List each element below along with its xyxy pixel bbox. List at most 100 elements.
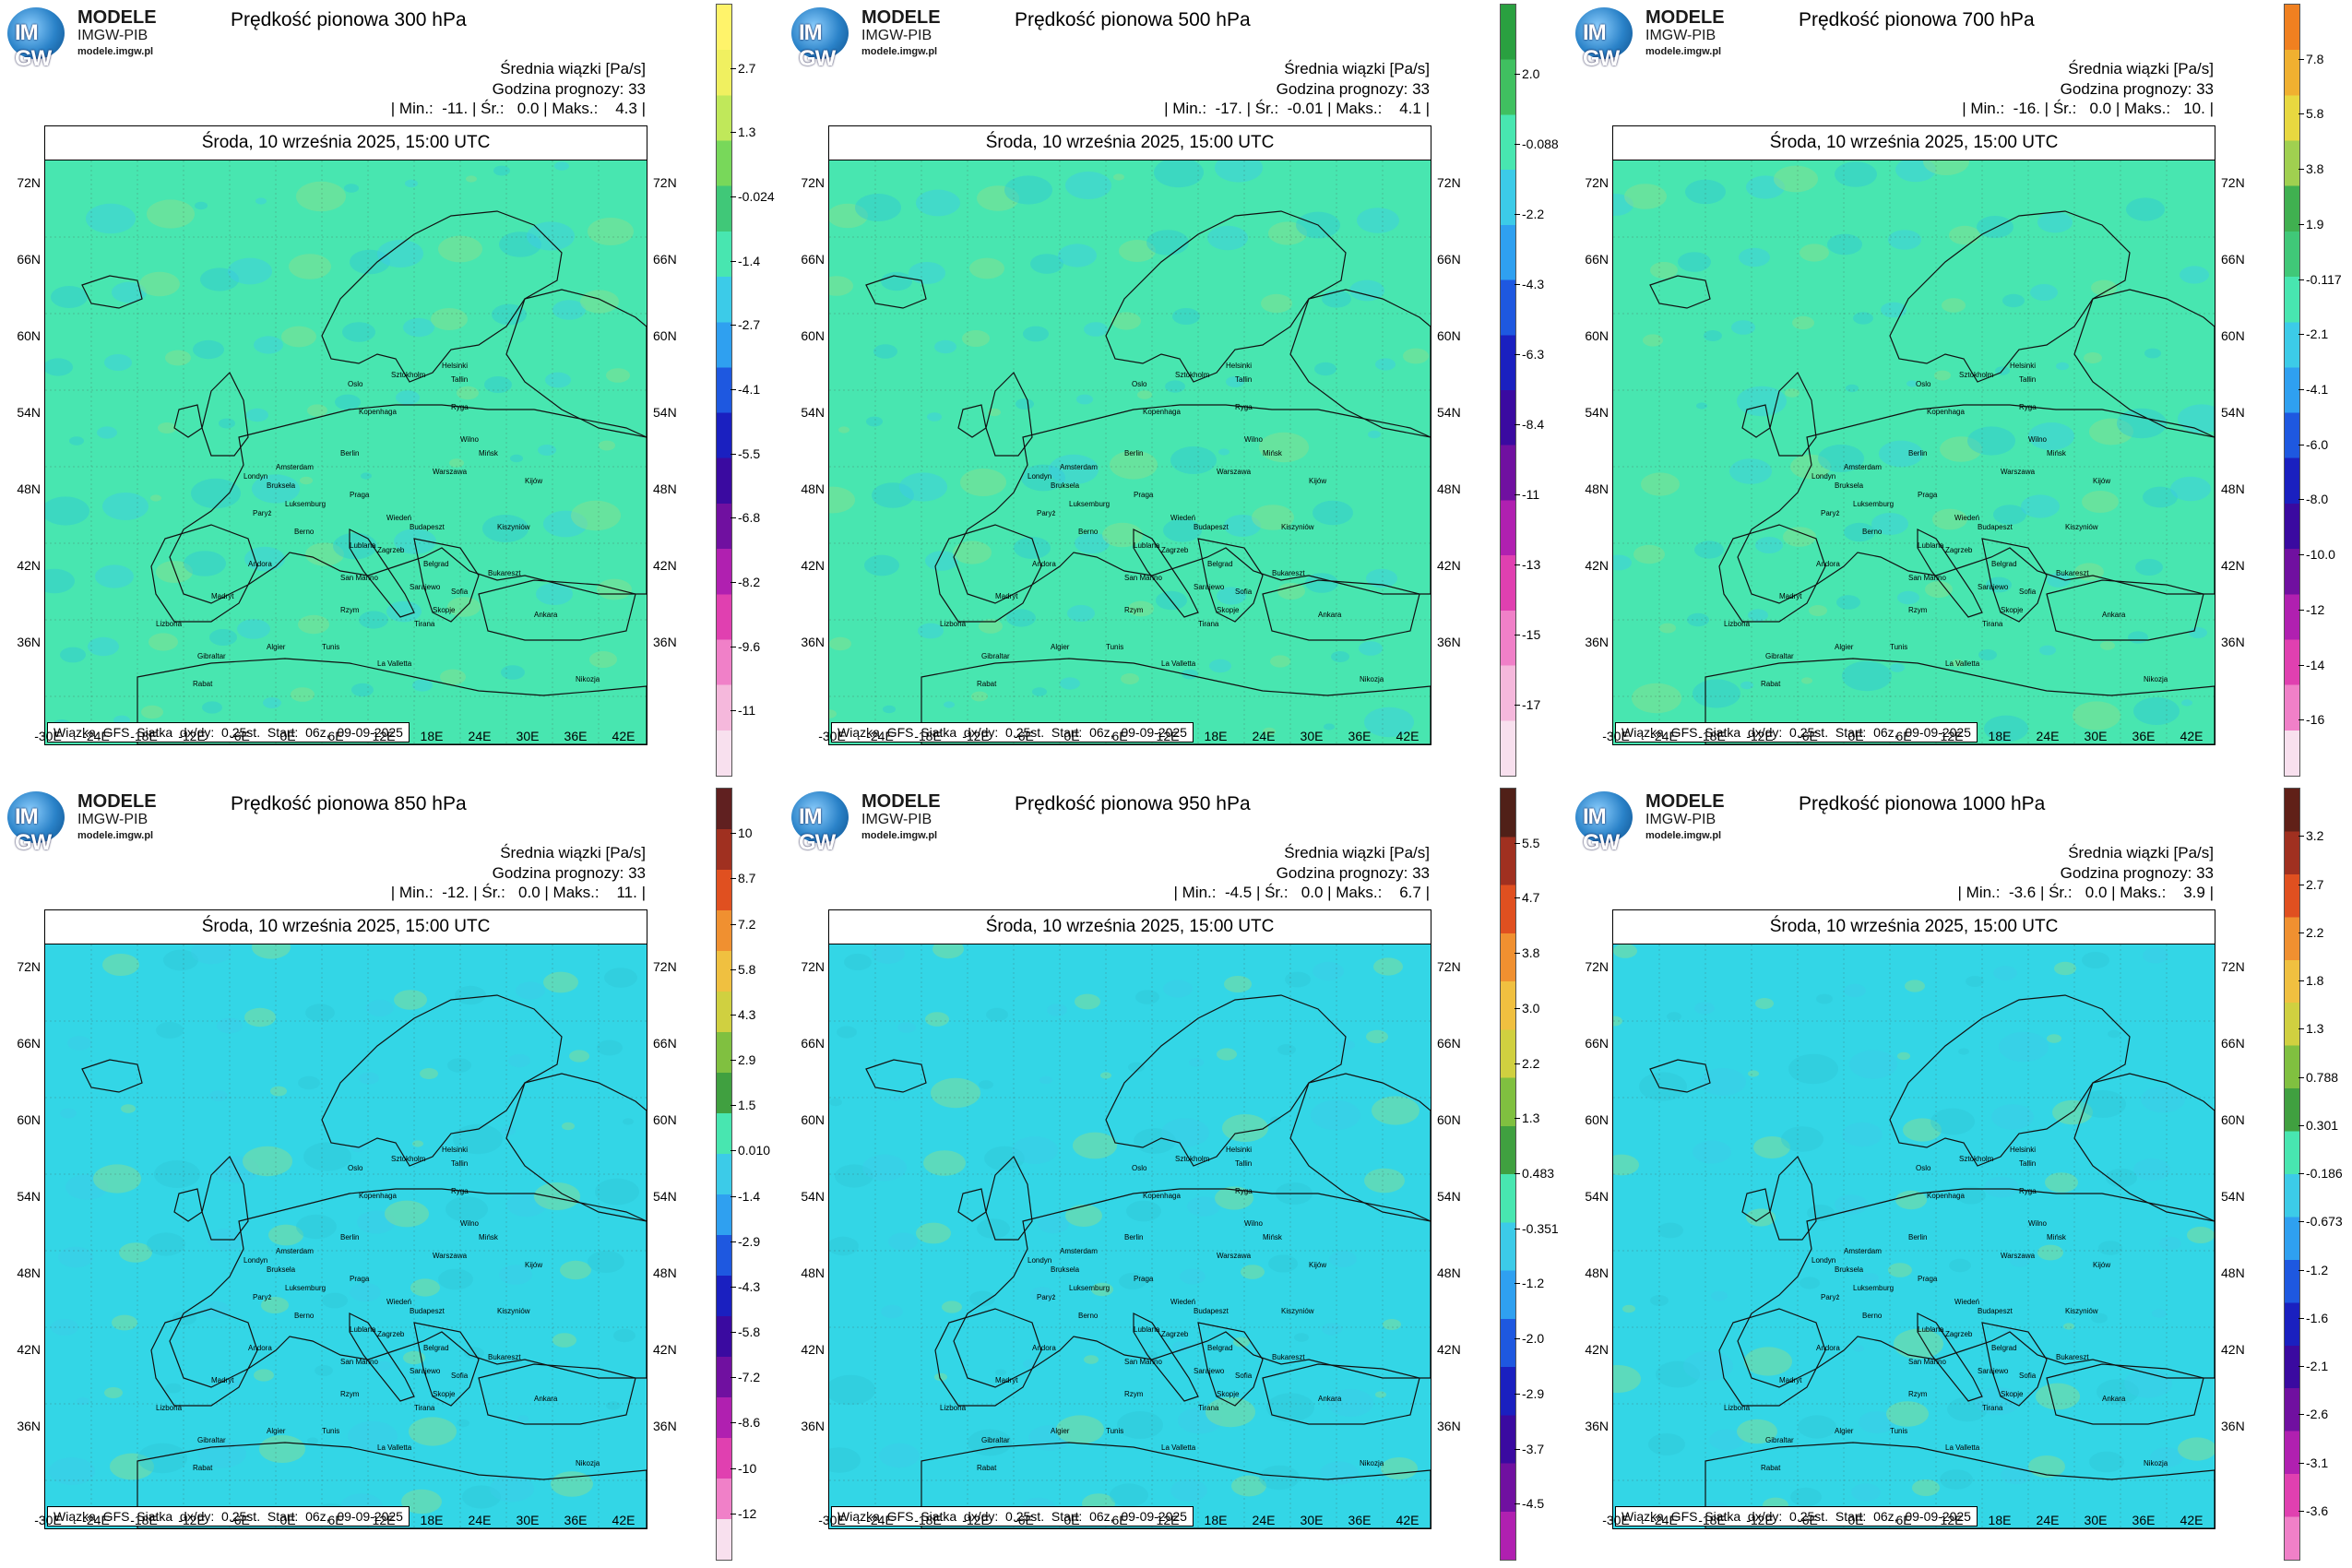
lon-label: -6E (230, 1513, 250, 1527)
forecast-hour: Godzina prognozy: 33 (2060, 864, 2214, 882)
logo-line-1: MODELE (861, 7, 941, 28)
map-area[interactable]: Oslo Sztokholm Helsinki Tallin Ryga Wilno Mińs… (45, 160, 647, 744)
colorbar-label: 3.0 (1522, 1000, 1540, 1016)
lat-label-left: 54N (1585, 1189, 1609, 1204)
lat-label-right: 54N (2221, 1189, 2245, 1204)
city-label: Nikozja (2144, 675, 2168, 683)
city-label: La Valletta (377, 1443, 412, 1452)
europe-map: Oslo Sztokholm Helsinki Tallin Ryga Wilno Mińs… (45, 944, 647, 1528)
city-label: Wiedeń (386, 1298, 411, 1306)
colorbar-label: -8.4 (1522, 417, 1545, 432)
coastline (150, 524, 258, 623)
city-label: Ryga (2019, 1187, 2037, 1195)
city-label: Ankara (2102, 1395, 2126, 1403)
city-label: Madryt (995, 592, 1018, 600)
map-area[interactable]: Oslo Sztokholm Helsinki Tallin Ryga Wilno Mińs… (829, 944, 1431, 1528)
city-label: Algier (267, 643, 286, 651)
colorbar-label: -0.024 (738, 189, 775, 204)
coastline (201, 371, 249, 457)
map-frame: Środa, 10 września 2025, 15:00 UTC Oslo S… (1612, 125, 2215, 745)
city-label: Gibraltar (981, 652, 1010, 660)
city-label: Rabat (1761, 1464, 1781, 1472)
lon-label: -24E (866, 729, 894, 743)
colorbar-label: -2.2 (1522, 207, 1545, 221)
lon-label: 24E (2036, 1513, 2060, 1527)
lon-label: -30E (34, 1513, 62, 1527)
lat-label-left: 72N (1585, 175, 1609, 190)
lon-label: 36E (1348, 1513, 1372, 1527)
forecast-panel: IM GW MODELE IMGW-PIB modele.imgw.pl Prę… (784, 0, 1568, 784)
city-label: Madryt (1779, 1376, 1802, 1384)
logo-line-3: modele.imgw.pl (77, 46, 154, 57)
panel-title: Prędkość pionowa 300 hPa (231, 9, 467, 30)
imgw-logo[interactable]: IM GW MODELE IMGW-PIB modele.imgw.pl (791, 790, 967, 855)
colorbar-label: 4.3 (738, 1006, 756, 1022)
logo-mark: IM GW (799, 804, 836, 855)
colorbar-label: -0.351 (1522, 1220, 1559, 1236)
imgw-logo[interactable]: IM GW MODELE IMGW-PIB modele.imgw.pl (1575, 790, 1751, 855)
city-label: Belgrad (1991, 560, 2017, 568)
lat-label-left: 48N (1585, 1265, 1609, 1280)
city-label: Sarajewo (410, 583, 441, 591)
city-label: Lublana (1134, 541, 1160, 550)
lon-label: 0E (1063, 729, 1080, 743)
coastline (150, 1308, 258, 1407)
lat-label-left: 72N (801, 175, 825, 190)
city-label: Gibraltar (197, 1436, 226, 1444)
city-label: Algier (1835, 1427, 1854, 1435)
imgw-logo[interactable]: IM GW MODELE IMGW-PIB modele.imgw.pl (1575, 6, 1751, 71)
lat-label-left: 72N (17, 959, 41, 974)
lon-label: 6E (1111, 1513, 1128, 1527)
coastline (985, 1155, 1033, 1241)
colorbar-label: 1.3 (2306, 1021, 2324, 1037)
colorbar-label: -4.3 (738, 1278, 761, 1294)
map-area[interactable]: Oslo Sztokholm Helsinki Tallin Ryga Wilno Mińs… (1613, 944, 2215, 1528)
map-area[interactable]: Oslo Sztokholm Helsinki Tallin Ryga Wilno Mińs… (829, 160, 1431, 744)
lon-label: 18E (1988, 729, 2012, 743)
lat-label-left: 60N (1585, 1112, 1609, 1127)
colorbar-label: -2.9 (1522, 1385, 1545, 1401)
lon-label: -12E (178, 729, 206, 743)
city-label: Oslo (1132, 380, 1147, 388)
coastline (321, 994, 563, 1167)
lat-label-right: 60N (653, 328, 677, 343)
colorbar-tick (731, 1286, 736, 1288)
city-label: San Marino (1124, 1358, 1162, 1366)
colorbar-label: 0.010 (738, 1143, 771, 1158)
imgw-logo[interactable]: IM GW MODELE IMGW-PIB modele.imgw.pl (7, 6, 183, 71)
lon-label: 6E (1895, 729, 1912, 743)
imgw-logo[interactable]: IM GW MODELE IMGW-PIB modele.imgw.pl (7, 790, 183, 855)
city-label: Tirana (414, 1404, 435, 1412)
lon-label: 36E (2132, 729, 2156, 743)
city-label: La Valletta (1945, 1443, 1980, 1452)
colorbar-label: -10 (738, 1460, 757, 1476)
lat-label-right: 54N (1437, 405, 1461, 420)
city-label: Lublana (1918, 541, 1944, 550)
imgw-logo[interactable]: IM GW MODELE IMGW-PIB modele.imgw.pl (791, 6, 967, 71)
colorbar-tick (1515, 354, 1520, 355)
colorbar-tick (2299, 1028, 2304, 1030)
city-label: Praga (1918, 491, 1938, 499)
colorbar-label: -2.0 (1522, 1331, 1545, 1347)
city-label: Sofia (2019, 588, 2037, 596)
colorbar-label: -6.8 (738, 510, 761, 526)
city-label: Belgrad (1207, 1344, 1233, 1352)
panel-title: Prędkość pionowa 950 hPa (1015, 793, 1251, 814)
city-label: Warszawa (1217, 468, 1252, 476)
map-area[interactable]: Oslo Sztokholm Helsinki Tallin Ryga Wilno Mińs… (1613, 160, 2215, 744)
map-area[interactable]: Oslo Sztokholm Helsinki Tallin Ryga Wilno Mińs… (45, 944, 647, 1528)
colorbar-tick (731, 1377, 736, 1379)
city-label: Rzym (1908, 606, 1928, 614)
coastline (953, 404, 1431, 604)
city-label: Bruksela (1835, 1265, 1864, 1274)
coastline (985, 371, 1033, 457)
lat-label-left: 54N (17, 1189, 41, 1204)
colorbar-label: 10 (738, 826, 753, 841)
city-label: Tallin (451, 1159, 468, 1168)
city-label: Sztokholm (1959, 371, 1994, 379)
city-label: Berno (1862, 528, 1883, 536)
colorbar-label: -1.4 (738, 1188, 761, 1204)
lon-label: 30E (2084, 729, 2108, 743)
lat-label-left: 54N (801, 405, 825, 420)
city-label: Nikozja (576, 1459, 600, 1467)
